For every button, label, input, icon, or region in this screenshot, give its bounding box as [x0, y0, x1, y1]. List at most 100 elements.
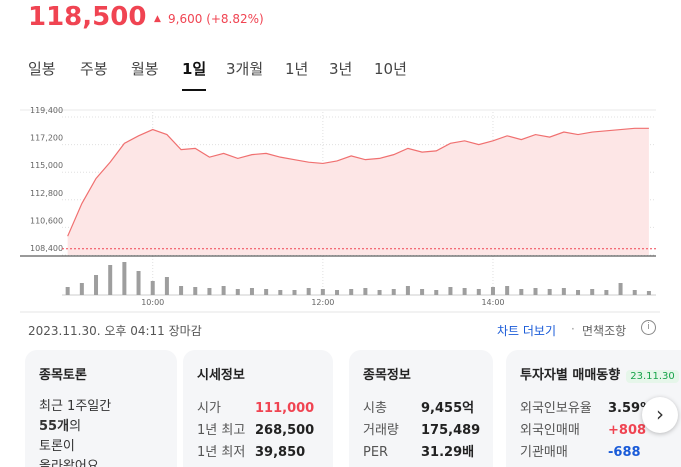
price-area: [67, 128, 649, 255]
volume-bar: [618, 283, 623, 295]
row-value: +808: [608, 423, 647, 438]
next-button[interactable]: ›: [642, 397, 678, 433]
volume-bar: [434, 290, 439, 295]
volume-bar: [632, 290, 637, 295]
y-tick-label: 112,800: [30, 189, 63, 198]
volume-bar: [547, 289, 552, 295]
volume-bar: [65, 287, 70, 295]
volume-bar: [122, 262, 127, 295]
card-title: 종목토론: [39, 364, 163, 383]
separator: ·: [571, 322, 575, 336]
volume-bar: [179, 286, 184, 295]
discussion-line: 올라왔어요: [39, 457, 163, 467]
row-label: 외국인보유율: [520, 401, 592, 416]
row-label: 시가: [197, 401, 221, 416]
info-row: 시가 111,000: [197, 397, 319, 419]
row-value: 268,500: [255, 423, 315, 438]
row-value: 9,455억: [421, 401, 475, 416]
row-value: 3.59%: [608, 401, 654, 416]
period-tab[interactable]: 3개월: [226, 60, 264, 78]
volume-bar: [646, 291, 651, 295]
card-title-text: 투자자별 매매동향: [520, 368, 621, 383]
current-price: 118,500: [28, 2, 147, 32]
volume-bar: [519, 289, 524, 295]
volume-bar: [94, 275, 99, 295]
volume-bar: [79, 283, 84, 295]
card-title-text: 종목토론: [39, 368, 87, 383]
discussion-text: 올라왔어요: [39, 459, 99, 467]
volume-bar: [377, 290, 382, 295]
volume-bar: [136, 271, 141, 295]
market-status: 2023.11.30. 오후 04:11 장마감: [28, 324, 202, 338]
chart-more-link[interactable]: 차트 더보기: [497, 324, 557, 338]
info-row: 거래량 175,489: [363, 419, 480, 441]
volume-bar: [420, 289, 425, 295]
volume-bar: [306, 288, 311, 295]
change-amount: 9,600: [168, 12, 203, 26]
volume-bar: [490, 287, 495, 295]
volume-bar: [292, 290, 297, 295]
period-tab[interactable]: 월봉: [131, 60, 159, 78]
volume-bar: [320, 289, 325, 295]
discussion-text: 의: [69, 419, 82, 434]
summary-card[interactable]: 시세정보 시가 111,000 1년 최고 268,500 1년 최저 39,850: [183, 350, 333, 467]
row-label: 1년 최저: [197, 445, 246, 460]
volume-bar: [448, 287, 453, 295]
volume-bar: [363, 288, 368, 295]
info-row: 기관매매 -688: [520, 441, 681, 463]
row-label: 기관매매: [520, 445, 568, 460]
period-tab[interactable]: 3년: [329, 60, 353, 78]
volume-bar: [278, 290, 283, 295]
volume-bar: [590, 289, 595, 295]
card-title: 종목정보: [363, 364, 479, 383]
change-rate: (+8.82%): [206, 12, 264, 26]
info-row: 외국인매매 +808: [520, 419, 681, 441]
volume-bar: [576, 290, 581, 295]
row-value: 39,850: [255, 445, 306, 460]
info-row: PER 31.29배: [363, 441, 479, 463]
row-label: 시총: [363, 401, 387, 416]
y-tick-label: 119,400: [30, 106, 63, 115]
discussion-count: 55개: [39, 419, 70, 434]
row-label: 외국인매매: [520, 423, 580, 438]
y-tick-label: 110,600: [30, 216, 63, 225]
price-change: 9,600 (+8.82%): [168, 12, 264, 26]
volume-bar: [533, 288, 538, 295]
x-tick-label: 14:00: [481, 298, 504, 307]
summary-card[interactable]: 종목토론 최근 1주일간 55개의 토론이 올라왔어요: [25, 350, 177, 467]
volume-bar: [207, 288, 212, 295]
volume-bar: [405, 286, 410, 295]
x-tick-label: 12:00: [311, 298, 334, 307]
volume-bar: [221, 286, 226, 295]
info-icon[interactable]: i: [641, 320, 656, 335]
x-tick-label: 10:00: [141, 298, 164, 307]
volume-bar: [150, 281, 155, 295]
period-tab[interactable]: 주봉: [80, 60, 108, 78]
period-tab[interactable]: 1일: [182, 58, 207, 91]
y-tick-label: 108,400: [30, 244, 63, 253]
volume-bar: [604, 290, 609, 295]
row-value: 31.29배: [421, 445, 475, 460]
period-tab[interactable]: 10년: [374, 60, 407, 78]
card-title-text: 종목정보: [363, 368, 411, 383]
card-title: 투자자별 매매동향 23.11.30: [520, 364, 681, 383]
discussion-line: 55개의: [39, 417, 163, 437]
volume-bar: [193, 287, 198, 295]
date-badge: 23.11.30: [626, 370, 679, 383]
row-value: 111,000: [255, 401, 315, 416]
volume-bar: [462, 288, 467, 295]
discussion-text: 토론이: [39, 439, 75, 454]
disclaimer-link[interactable]: 면책조항: [582, 324, 627, 338]
price-line: [67, 127, 649, 237]
volume-bar: [561, 288, 566, 295]
info-row: 1년 최저 39,850: [197, 441, 319, 463]
card-title: 시세정보: [197, 364, 319, 383]
period-tab[interactable]: 일봉: [28, 60, 56, 78]
card-title-text: 시세정보: [197, 368, 245, 383]
info-row: 외국인보유율 3.59%: [520, 397, 681, 419]
volume-bar: [335, 290, 340, 295]
period-tab[interactable]: 1년: [285, 60, 309, 78]
up-arrow: ▲: [154, 14, 161, 24]
